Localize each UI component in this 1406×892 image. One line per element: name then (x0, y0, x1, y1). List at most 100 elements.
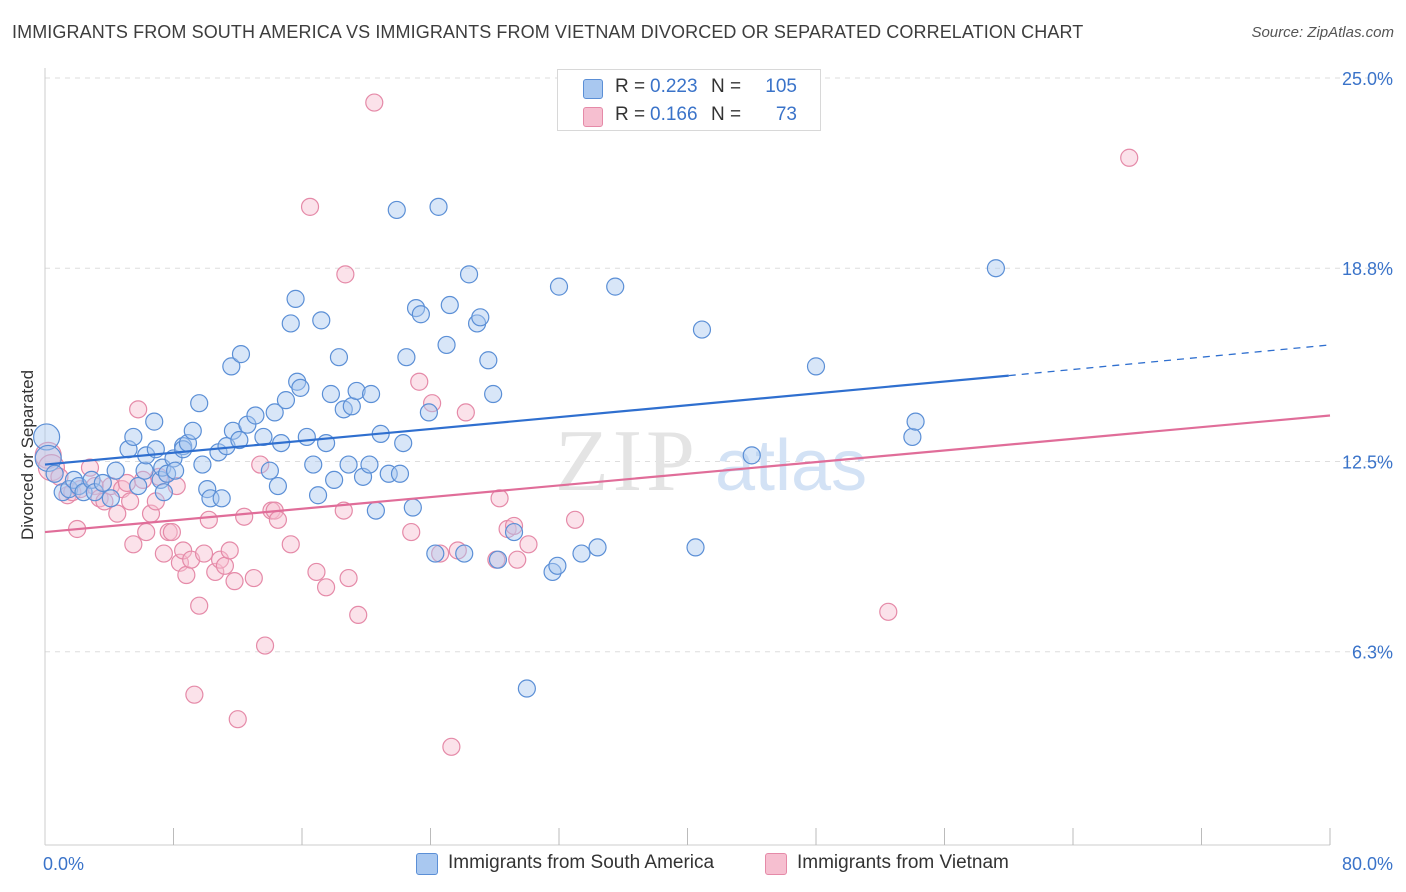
y-tick-label: 12.5% (1342, 453, 1393, 473)
south-america-point (347, 381, 366, 401)
south-america-point (312, 311, 331, 330)
south-america-point (440, 295, 459, 315)
series-vietnam-points (34, 93, 1139, 756)
vietnam-point (307, 562, 326, 582)
vietnam-point (410, 372, 429, 391)
south-america-point (471, 308, 490, 327)
south-america-point (390, 464, 410, 483)
legend-row-vietnam: R = 0.166 N = 73 (558, 101, 820, 129)
south-america-point (260, 461, 279, 480)
south-america-point (154, 483, 173, 502)
south-america-point (286, 289, 305, 308)
vietnam-point (336, 265, 355, 284)
south-america-point (308, 486, 328, 505)
vietnam-point (339, 568, 358, 588)
vietnam-point (519, 535, 538, 554)
south-america-point (268, 476, 288, 496)
south-america-point (572, 544, 591, 563)
bottom-legend-label: Immigrants from Vietnam (797, 852, 1009, 873)
south-america-point (406, 299, 426, 318)
vietnam-point (129, 400, 148, 419)
watermark-zip: ZIP (555, 413, 699, 510)
vietnam-point (210, 550, 230, 569)
south-america-point (129, 476, 148, 496)
y-tick-label: 18.8% (1342, 259, 1393, 279)
vietnam-point (508, 550, 527, 569)
south-america-point (459, 265, 479, 284)
vietnam-point (442, 737, 461, 756)
south-america-point (484, 384, 503, 404)
vietnam-point (879, 602, 898, 621)
vietnam-point (190, 596, 209, 615)
vietnam-point (565, 510, 585, 529)
south-america-trend-line (44, 374, 1009, 466)
y-tick-label: 25.0% (1342, 69, 1393, 89)
legend-n-value: 105 (765, 76, 797, 97)
vietnam-point (456, 403, 475, 422)
south-america-point (93, 473, 112, 493)
y-axis-title: Divorced or Separated (18, 370, 37, 540)
x-tick-label-max: 80.0% (1342, 854, 1393, 874)
south-america-point (33, 423, 61, 451)
south-america-point (45, 464, 64, 483)
vietnam-point (255, 636, 275, 655)
south-america-point (304, 455, 323, 474)
south-america-point (190, 394, 209, 413)
south-america-point (230, 430, 249, 450)
south-america-point (549, 277, 569, 296)
watermark-atlas: atlas (715, 426, 867, 506)
vietnam-point (50, 467, 69, 486)
south-america-point (174, 440, 193, 459)
bottom-legend-swatch-pink (765, 853, 787, 875)
south-america-point (426, 544, 445, 563)
vietnam-point (300, 197, 320, 216)
vietnam-trend-line (44, 414, 1331, 534)
south-america-point (366, 501, 385, 520)
south-america-point (339, 455, 358, 474)
south-america-point (64, 470, 84, 490)
south-america-point (986, 259, 1006, 278)
south-america-point (903, 427, 922, 447)
south-america-point (397, 348, 416, 367)
vietnam-point (504, 516, 524, 536)
vietnam-point (137, 522, 156, 542)
vietnam-point (281, 535, 300, 554)
watermark: ZIP atlas (555, 413, 867, 510)
south-america-point (101, 489, 120, 508)
bottom-legend-swatch-blue (416, 853, 438, 875)
south-america-point (183, 421, 202, 440)
south-america-point (387, 200, 406, 220)
vietnam-point (185, 685, 204, 704)
south-america-point (403, 498, 422, 517)
south-america-point (517, 679, 536, 698)
south-america-point (360, 455, 379, 474)
south-america-point (325, 470, 344, 490)
south-america-point (212, 489, 231, 508)
legend-n-label: N = (711, 104, 742, 125)
legend-n-label: N = (711, 76, 742, 97)
south-america-point (692, 320, 712, 339)
south-america-point (135, 461, 154, 480)
south-america-point (606, 277, 625, 296)
vietnam-point (365, 93, 384, 112)
south-america-point (543, 562, 562, 582)
south-america-point (276, 391, 296, 410)
south-america-point (742, 446, 761, 465)
correlation-legend: R = 0.223 N = 105 R = 0.166 N = 73 (557, 69, 821, 131)
legend-n-value: 73 (775, 104, 797, 125)
vietnam-point (225, 572, 244, 591)
vietnam-point (199, 510, 218, 529)
south-america-point (342, 397, 361, 416)
legend-r-value: 0.166 (650, 104, 698, 125)
south-america-point (281, 314, 300, 333)
vietnam-point (235, 507, 254, 526)
south-america-point (504, 522, 524, 542)
south-america-point (437, 335, 456, 355)
legend-row-south-america: R = 0.223 N = 105 (558, 73, 820, 101)
south-america-point (806, 357, 826, 376)
south-america-point (329, 348, 349, 367)
south-america-point (588, 538, 607, 557)
south-america-point (419, 403, 438, 422)
vietnam-point (194, 544, 214, 563)
